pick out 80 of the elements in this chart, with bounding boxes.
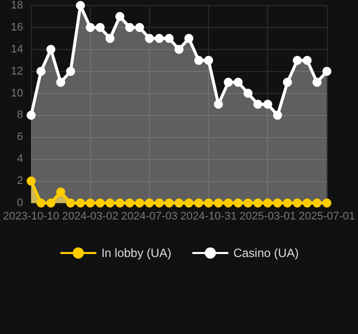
point [244,88,253,98]
point [164,198,174,208]
point [322,198,332,208]
point [174,198,184,208]
point [312,198,322,208]
legend-label: In lobby (UA) [101,246,172,260]
point [26,176,36,186]
y-tick-label: 14 [10,43,24,56]
point [302,56,312,65]
point [86,198,95,208]
point [282,198,292,208]
point [273,110,282,120]
point [312,78,322,87]
x-tick-label: 2025-07-01 [298,210,356,222]
point [292,198,302,208]
point [125,22,134,32]
point [115,12,124,21]
y-tick-label: 4 [17,153,24,166]
point [224,198,233,208]
point [273,198,282,208]
x-tick-label: 2024-07-03 [121,210,178,222]
point [135,198,144,208]
point [76,1,85,10]
legend-label: Casino (UA) [233,246,299,260]
y-tick-label: 0 [17,197,24,209]
point [184,34,194,43]
y-tick-label: 8 [17,109,24,122]
point [263,100,272,109]
point [76,198,85,208]
point [224,78,233,87]
point [302,198,312,208]
point [174,44,184,54]
point [154,198,164,208]
point [66,198,76,208]
x-tick-label: 2024-10-31 [180,210,237,222]
point [194,56,204,65]
point [184,198,194,208]
point [125,198,134,208]
point [194,198,204,208]
y-tick-label: 2 [17,175,24,188]
point [253,198,262,208]
point [66,66,76,76]
point [204,56,214,65]
point [46,198,56,208]
point [96,22,105,32]
x-tick-label: 2025-03-01 [240,210,296,222]
x-tick-label: 2023-10-10 [2,210,60,222]
point [282,78,292,87]
point [56,188,66,197]
y-tick-label: 18 [10,0,24,12]
point [234,198,243,208]
point [154,34,164,43]
y-tick-label: 6 [17,131,24,144]
point [144,198,154,208]
point [36,66,46,76]
point [234,78,243,87]
y-tick-label: 12 [10,65,24,78]
point [253,100,262,109]
x-tick-label: 2024-03-02 [62,210,118,222]
point [214,198,223,208]
point [56,78,66,87]
point [244,198,253,208]
point [96,198,105,208]
point [135,22,144,32]
point [292,56,302,65]
point [204,198,214,208]
y-tick-label: 16 [10,21,24,34]
point [86,22,95,32]
point [46,44,56,54]
point [322,66,332,76]
y-tick-label: 10 [10,87,24,100]
point [106,34,114,43]
point [164,34,174,43]
point [36,198,46,208]
point [263,198,272,208]
point [106,198,114,208]
point [214,100,223,109]
point [26,110,36,120]
point [115,198,124,208]
point [144,34,154,43]
